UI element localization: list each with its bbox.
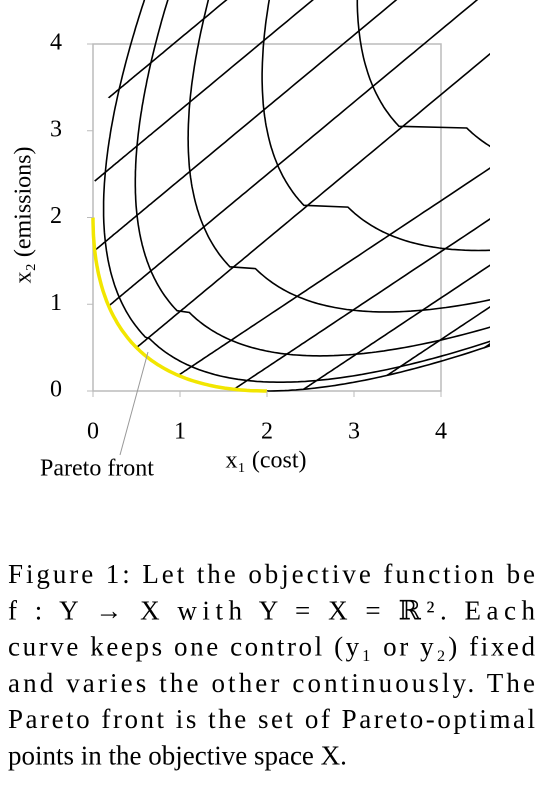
curve: [135, 52, 490, 349]
caption-line: and varies the other continuously. The: [8, 668, 535, 698]
x-tick-label: 2: [261, 419, 273, 445]
curve: [302, 264, 490, 390]
pareto-front: [91, 217, 267, 393]
caption-line: curve keeps one control (y₁ or y₂) fixed: [8, 632, 536, 662]
y-tick-label: 1: [50, 290, 62, 316]
curve: [267, 344, 490, 392]
curve: [102, 0, 490, 383]
curve-grid: [91, 0, 541, 393]
annotation: Pareto front: [40, 456, 154, 482]
y-tick-label: 4: [50, 30, 62, 56]
y-tick-label: 0: [50, 377, 62, 403]
curve: [107, 0, 228, 99]
curve: [94, 0, 398, 252]
curve: [474, 0, 541, 75]
caption: Figure 1: Let the objective function be f…: [8, 559, 536, 771]
curve: [134, 0, 490, 357]
curve: [107, 0, 479, 307]
x-tick-label: 3: [348, 419, 360, 445]
caption-line: Pareto front is the set of Pareto-optima…: [8, 704, 535, 734]
x-tick-label: 1: [174, 419, 186, 445]
plot-frame: [92, 43, 442, 392]
curve: [261, 0, 490, 252]
y-tick-label: 3: [50, 116, 62, 142]
caption-line: f : Y → X with Y = X = ℝ². Each: [8, 595, 536, 625]
leader-line: [119, 351, 149, 456]
y-tick-label: 2: [50, 203, 62, 229]
curve: [187, 0, 490, 313]
y-axis-label: x₂ (emissions): [11, 146, 37, 283]
curve: [356, 0, 490, 148]
caption-line: points in the objective space X.: [8, 741, 347, 771]
curve: [386, 306, 490, 376]
x-axis-label: x₁ (cost): [225, 448, 306, 474]
x-tick-label: 4: [435, 419, 447, 445]
curve: [177, 167, 490, 376]
x-tick-label: 0: [87, 419, 99, 445]
curve: [233, 218, 490, 390]
curve: [484, 343, 490, 349]
caption-line: Figure 1: Let the objective function be: [8, 559, 535, 589]
curve: [94, 0, 314, 182]
